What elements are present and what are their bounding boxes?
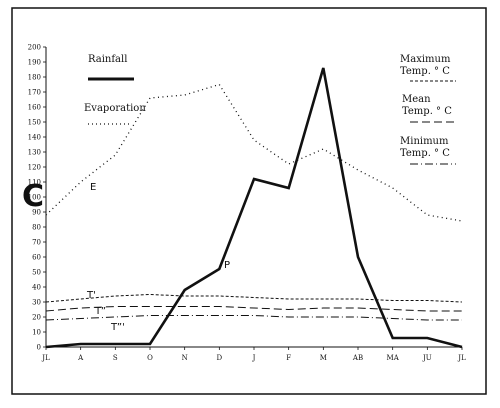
y-tick-label: 160 [28, 104, 41, 112]
legend-min-label-2: Temp. ° C [400, 148, 450, 159]
y-tick-label: 150 [28, 119, 41, 127]
series-mean-line [45, 306, 462, 312]
y-tick-label: 120 [28, 164, 41, 172]
x-tick-label: O [147, 354, 153, 362]
y-tick-label: 130 [28, 149, 41, 157]
legend-mean-label-1: Mean [402, 94, 431, 105]
y-tick-label: 180 [28, 74, 41, 82]
x-tick-label: AB [352, 354, 363, 362]
y-tick-label: 80 [32, 224, 41, 232]
legend-max-label-1: Maximum [400, 54, 451, 65]
x-tick-label: JL [41, 354, 50, 362]
annotation-tmax: T' [86, 290, 96, 301]
legend: Rainfall Evaporation Maximum Temp. ° C M… [84, 54, 456, 165]
x-tick-label: F [286, 354, 291, 362]
outer-frame [11, 7, 487, 395]
annotation-tmin: T”' [110, 322, 125, 333]
series-rainfall-line [45, 67, 463, 349]
x-tick-label: J [252, 354, 256, 362]
x-tick-label: D [217, 354, 223, 362]
y-tick-label: 170 [28, 89, 41, 97]
annotation-e: E [90, 182, 96, 193]
series-minimum-line [45, 315, 462, 321]
x-tick-label: JU [422, 354, 432, 362]
legend-min-label-1: Minimum [400, 136, 449, 147]
legend-mean-label-2: Temp. ° C [402, 106, 452, 117]
annotation-tmean: T” [94, 306, 106, 317]
x-tick-label: N [182, 354, 188, 362]
series-maximum-line [45, 293, 463, 303]
y-tick-label: 0 [37, 344, 41, 352]
panel-letter: C [22, 179, 44, 214]
y-tick-label: 10 [32, 329, 41, 337]
y-tick-label: 100 [28, 194, 41, 202]
y-tick-label: 40 [32, 284, 41, 292]
x-tick-label: A [77, 354, 84, 362]
y-tick-label: 20 [32, 314, 41, 322]
series-evaporation-line [45, 83, 463, 222]
y-tick-label: 70 [32, 239, 41, 247]
x-tick-label: JL [457, 354, 466, 362]
y-tick-label: 30 [32, 299, 41, 307]
series-group [45, 67, 463, 349]
legend-max-label-2: Temp. ° C [400, 66, 450, 77]
legend-evaporation-label: Evaporation [84, 103, 146, 114]
y-tick-label: 50 [32, 269, 41, 277]
x-tick-label: MA [387, 354, 400, 362]
y-tick-label: 110 [28, 179, 41, 187]
annotation-p: P [224, 260, 230, 271]
y-tick-label: 200 [28, 44, 41, 52]
x-tick-label: M [320, 354, 327, 362]
y-tick-label: 140 [28, 134, 41, 142]
x-tick-label: S [113, 354, 118, 362]
y-tick-label: 60 [32, 254, 41, 262]
legend-rainfall-label: Rainfall [88, 54, 127, 65]
y-tick-label: 90 [32, 209, 41, 217]
y-tick-label: 190 [28, 59, 41, 67]
axes: 0 10 20 30 40 50 60 70 80 90 100 110 120 130 140 150 160… [28, 44, 466, 363]
